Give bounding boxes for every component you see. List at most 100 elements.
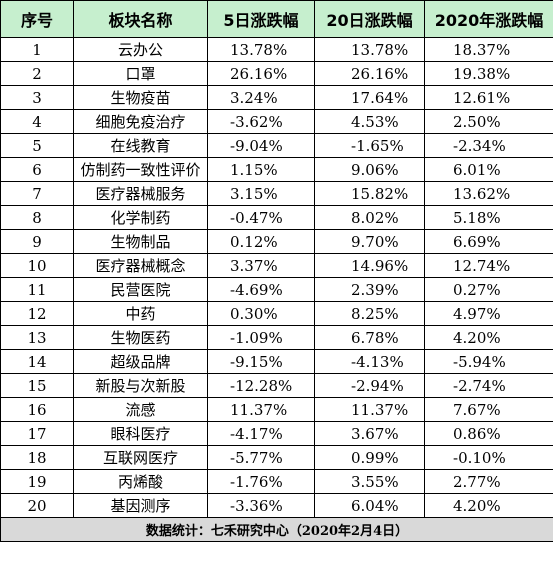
row-2020-change: 5.18%	[424, 205, 553, 230]
row-seq: 3	[0, 85, 74, 110]
row-2020-change: 2.50%	[424, 109, 553, 134]
header-20day-change: 20日涨跌幅	[314, 0, 425, 38]
table-row: 13 生物医药 -1.09% 6.78% 4.20%	[0, 325, 553, 350]
row-5day-change: 13.78%	[207, 37, 315, 62]
row-2020-change: 6.69%	[424, 229, 553, 254]
table-row: 4 细胞免疫治疗 -3.62% 4.53% 2.50%	[0, 109, 553, 134]
row-5day-change: 3.37%	[207, 253, 315, 278]
table-row: 18 互联网医疗 -5.77% 0.99% -0.10%	[0, 445, 553, 470]
row-sector-name: 云办公	[73, 37, 208, 62]
header-2020-change: 2020年涨跌幅	[424, 0, 553, 38]
row-seq: 12	[0, 301, 74, 326]
row-20day-change: 0.99%	[314, 445, 425, 470]
row-5day-change: 11.37%	[207, 397, 315, 422]
row-seq: 16	[0, 397, 74, 422]
row-seq: 7	[0, 181, 74, 206]
row-20day-change: 11.37%	[314, 397, 425, 422]
row-2020-change: 13.62%	[424, 181, 553, 206]
row-seq: 10	[0, 253, 74, 278]
row-2020-change: 12.74%	[424, 253, 553, 278]
row-seq: 1	[0, 37, 74, 62]
row-20day-change: 3.67%	[314, 421, 425, 446]
row-20day-change: 13.78%	[314, 37, 425, 62]
row-2020-change: 0.86%	[424, 421, 553, 446]
row-5day-change: 0.30%	[207, 301, 315, 326]
row-2020-change: 6.01%	[424, 157, 553, 182]
table-row: 8 化学制药 -0.47% 8.02% 5.18%	[0, 205, 553, 230]
table-row: 11 民营医院 -4.69% 2.39% 0.27%	[0, 277, 553, 302]
row-20day-change: 9.70%	[314, 229, 425, 254]
row-2020-change: -2.34%	[424, 133, 553, 158]
row-20day-change: 26.16%	[314, 61, 425, 86]
table-row: 16 流感 11.37% 11.37% 7.67%	[0, 397, 553, 422]
row-5day-change: 3.24%	[207, 85, 315, 110]
row-5day-change: 1.15%	[207, 157, 315, 182]
row-2020-change: 12.61%	[424, 85, 553, 110]
table-row: 2 口罩 26.16% 26.16% 19.38%	[0, 61, 553, 86]
row-seq: 20	[0, 493, 74, 518]
table-row: 6 仿制药一致性评价 1.15% 9.06% 6.01%	[0, 157, 553, 182]
row-5day-change: -0.47%	[207, 205, 315, 230]
row-5day-change: -9.15%	[207, 349, 315, 374]
row-5day-change: -4.69%	[207, 277, 315, 302]
row-20day-change: 4.53%	[314, 109, 425, 134]
row-sector-name: 生物医药	[73, 325, 208, 350]
header-row: 序号 板块名称 5日涨跌幅 20日涨跌幅 2020年涨跌幅	[0, 0, 553, 38]
row-sector-name: 新股与次新股	[73, 373, 208, 398]
table-row: 10 医疗器械概念 3.37% 14.96% 12.74%	[0, 253, 553, 278]
header-5day-change: 5日涨跌幅	[207, 0, 315, 38]
table-row: 5 在线教育 -9.04% -1.65% -2.34%	[0, 133, 553, 158]
row-20day-change: -2.94%	[314, 373, 425, 398]
row-20day-change: 6.78%	[314, 325, 425, 350]
table-row: 12 中药 0.30% 8.25% 4.97%	[0, 301, 553, 326]
row-20day-change: 8.25%	[314, 301, 425, 326]
row-seq: 14	[0, 349, 74, 374]
row-2020-change: 19.38%	[424, 61, 553, 86]
row-5day-change: -3.36%	[207, 493, 315, 518]
row-sector-name: 医疗器械服务	[73, 181, 208, 206]
row-20day-change: -1.65%	[314, 133, 425, 158]
table-body: 1 云办公 13.78% 13.78% 18.37% 2 口罩 26.16% 26.16% 19.…	[0, 37, 553, 518]
row-sector-name: 口罩	[73, 61, 208, 86]
row-sector-name: 生物疫苗	[73, 85, 208, 110]
row-20day-change: 9.06%	[314, 157, 425, 182]
row-seq: 9	[0, 229, 74, 254]
row-seq: 11	[0, 277, 74, 302]
row-5day-change: 0.12%	[207, 229, 315, 254]
row-sector-name: 流感	[73, 397, 208, 422]
row-sector-name: 细胞免疫治疗	[73, 109, 208, 134]
table-row: 9 生物制品 0.12% 9.70% 6.69%	[0, 229, 553, 254]
row-2020-change: 4.20%	[424, 493, 553, 518]
table-row: 1 云办公 13.78% 13.78% 18.37%	[0, 37, 553, 62]
row-seq: 4	[0, 109, 74, 134]
row-5day-change: -1.09%	[207, 325, 315, 350]
row-seq: 13	[0, 325, 74, 350]
row-2020-change: -5.94%	[424, 349, 553, 374]
row-sector-name: 中药	[73, 301, 208, 326]
row-seq: 8	[0, 205, 74, 230]
row-sector-name: 在线教育	[73, 133, 208, 158]
row-sector-name: 医疗器械概念	[73, 253, 208, 278]
row-20day-change: 8.02%	[314, 205, 425, 230]
row-2020-change: -0.10%	[424, 445, 553, 470]
row-5day-change: 26.16%	[207, 61, 315, 86]
row-sector-name: 互联网医疗	[73, 445, 208, 470]
row-20day-change: 3.55%	[314, 469, 425, 494]
row-seq: 17	[0, 421, 74, 446]
table-row: 15 新股与次新股 -12.28% -2.94% -2.74%	[0, 373, 553, 398]
row-sector-name: 生物制品	[73, 229, 208, 254]
row-20day-change: 15.82%	[314, 181, 425, 206]
row-2020-change: 18.37%	[424, 37, 553, 62]
header-seq: 序号	[0, 0, 74, 38]
row-20day-change: 2.39%	[314, 277, 425, 302]
table-row: 19 丙烯酸 -1.76% 3.55% 2.77%	[0, 469, 553, 494]
row-sector-name: 民营医院	[73, 277, 208, 302]
row-5day-change: -9.04%	[207, 133, 315, 158]
row-sector-name: 超级品牌	[73, 349, 208, 374]
table-row: 3 生物疫苗 3.24% 17.64% 12.61%	[0, 85, 553, 110]
row-sector-name: 化学制药	[73, 205, 208, 230]
header-sector: 板块名称	[73, 0, 208, 38]
row-2020-change: 0.27%	[424, 277, 553, 302]
table-row: 20 基因测序 -3.36% 6.04% 4.20%	[0, 493, 553, 518]
footer-row: 数据统计：七禾研究中心（2020年2月4日）	[0, 517, 553, 542]
